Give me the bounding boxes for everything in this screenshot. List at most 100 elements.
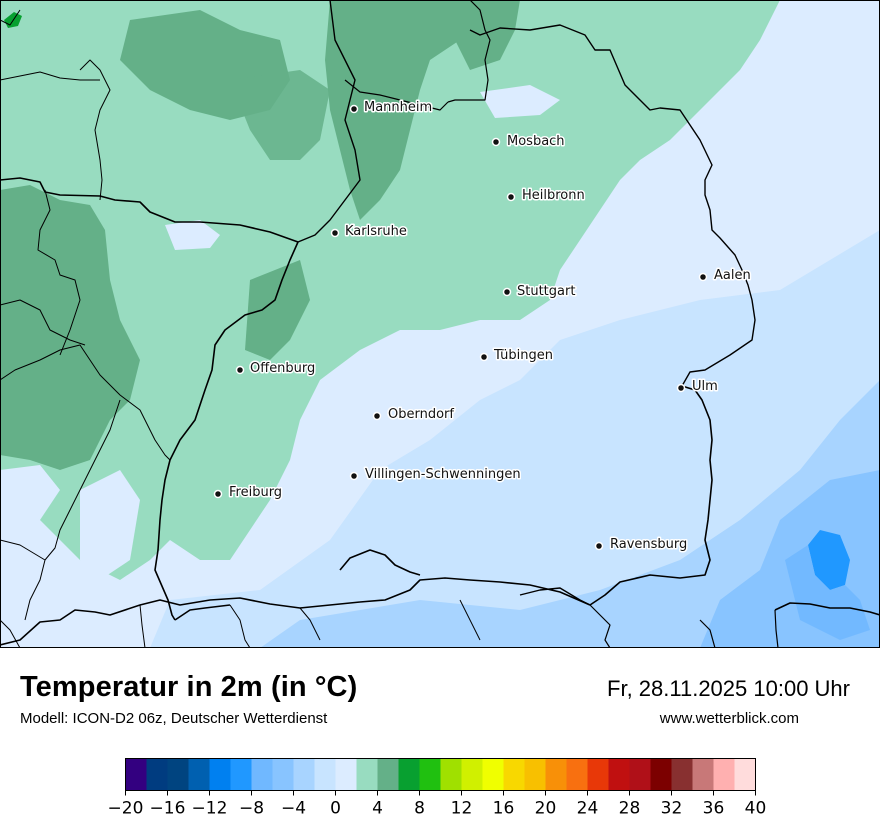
city-label: Ravensburg bbox=[610, 537, 687, 552]
temp-zone-2-4 bbox=[0, 0, 780, 580]
city-label: Offenburg bbox=[250, 361, 315, 376]
website-link[interactable]: www.wetterblick.com bbox=[659, 710, 799, 727]
map-title: Temperatur in 2m (in °C) bbox=[20, 671, 358, 703]
city-label: Mannheim bbox=[364, 100, 432, 115]
colorbar-tick-label: 24 bbox=[577, 799, 599, 819]
colorbar-segment bbox=[503, 758, 525, 791]
city-label: Ulm bbox=[692, 379, 718, 394]
temp-zone-4-6 bbox=[325, 0, 470, 220]
colorbar-tick-label: 0 bbox=[330, 799, 341, 819]
city-dot-icon bbox=[349, 104, 359, 114]
colorbar-tick-label: 16 bbox=[493, 799, 515, 819]
colorbar-segment bbox=[566, 758, 588, 791]
colorbar-tick-label: 20 bbox=[535, 799, 557, 819]
city-label: Tübingen bbox=[493, 348, 553, 363]
colorbar-segment bbox=[692, 758, 714, 791]
border-lines bbox=[0, 0, 880, 648]
city-offenburg[interactable]: Offenburg bbox=[235, 360, 317, 378]
city-ulm[interactable]: Ulm bbox=[676, 378, 719, 396]
city-label: Oberndorf bbox=[388, 407, 454, 422]
colorbar-segment bbox=[419, 758, 441, 791]
colorbar-segment bbox=[734, 758, 756, 791]
temp-zone-minus8 bbox=[785, 545, 870, 640]
colorbar-segment bbox=[587, 758, 609, 791]
temp-zone-4-6 bbox=[245, 260, 310, 360]
colorbar-tick-label: 4 bbox=[372, 799, 383, 819]
temp-zone-4-6 bbox=[230, 70, 330, 160]
colorbar-ticks: −20 −16 −12 −8 −4 0 4 8 12 16 20 24 28 32 36 40 bbox=[108, 790, 767, 819]
city-label: Heilbronn bbox=[522, 188, 585, 203]
temp-zone-minus4-minus2 bbox=[260, 380, 880, 648]
colorbar-segment bbox=[335, 758, 357, 791]
city-dot-icon bbox=[235, 365, 245, 375]
temp-cold-patch bbox=[480, 85, 560, 118]
city-freiburg[interactable]: Freiburg bbox=[213, 484, 284, 502]
temp-zone-4-6 bbox=[0, 185, 140, 470]
city-dot-icon bbox=[479, 352, 489, 362]
city-dot-icon bbox=[698, 272, 708, 282]
colorbar-segment bbox=[608, 758, 630, 791]
colorbar-segment bbox=[125, 758, 147, 791]
city-mosbach[interactable]: Mosbach bbox=[491, 133, 566, 151]
colorbar-segment bbox=[629, 758, 651, 791]
colorbar-tick-label: −4 bbox=[281, 799, 306, 819]
colorbar-tick-label: 28 bbox=[619, 799, 641, 819]
colorbar-segment bbox=[482, 758, 504, 791]
city-ravensburg[interactable]: Ravensburg bbox=[594, 536, 689, 554]
colorbar-segment bbox=[545, 758, 567, 791]
colorbar-segment bbox=[524, 758, 546, 791]
temp-cold-patch bbox=[80, 470, 140, 580]
colorbar-segment bbox=[146, 758, 168, 791]
city-dot-icon bbox=[502, 287, 512, 297]
colorbar-segment bbox=[671, 758, 693, 791]
city-label: Villingen-Schwenningen bbox=[365, 467, 521, 482]
city-label: Stuttgart bbox=[517, 284, 575, 299]
colorbar-segment bbox=[188, 758, 210, 791]
temp-zone-minus10-minus6 bbox=[808, 530, 850, 590]
city-oberndorf[interactable]: Oberndorf bbox=[372, 406, 456, 424]
colorbar-segment bbox=[230, 758, 252, 791]
model-source: Modell: ICON-D2 06z, Deutscher Wetterdie… bbox=[20, 710, 328, 727]
temp-cold-patch bbox=[0, 465, 60, 520]
colorbar-segment bbox=[356, 758, 378, 791]
colorbar-segment bbox=[272, 758, 294, 791]
colorbar-segment bbox=[251, 758, 273, 791]
temp-zone-4-6 bbox=[450, 0, 520, 70]
colorbar-tick-label: −20 bbox=[108, 799, 144, 819]
city-dot-icon bbox=[506, 192, 516, 202]
city-dot-icon bbox=[349, 471, 359, 481]
city-mannheim[interactable]: Mannheim bbox=[349, 99, 434, 117]
colorbar-segment bbox=[209, 758, 231, 791]
city-dot-icon bbox=[491, 137, 501, 147]
temperature-map[interactable]: Mannheim Mosbach Heilbronn Karlsruhe Aal… bbox=[0, 0, 880, 648]
colorbar-tick-label: 32 bbox=[661, 799, 683, 819]
city-label: Aalen bbox=[714, 268, 751, 283]
city-stuttgart[interactable]: Stuttgart bbox=[502, 283, 577, 301]
colorbar-segment bbox=[167, 758, 189, 791]
colorbar-segment bbox=[440, 758, 462, 791]
city-karlsruhe[interactable]: Karlsruhe bbox=[330, 223, 408, 241]
city-dot-icon bbox=[372, 411, 382, 421]
city-tuebingen[interactable]: Tübingen bbox=[479, 347, 555, 365]
city-villingen-schwenningen[interactable]: Villingen-Schwenningen bbox=[349, 466, 522, 484]
colorbar-segment bbox=[293, 758, 315, 791]
colorbar-tick-label: −8 bbox=[239, 799, 264, 819]
city-label: Karlsruhe bbox=[345, 224, 407, 239]
colorbar-tick-label: 8 bbox=[414, 799, 425, 819]
colorbar-tick-label: −12 bbox=[192, 799, 228, 819]
temperature-colorbar: −20 −16 −12 −8 −4 0 4 8 12 16 20 24 28 32 36 40 bbox=[108, 758, 767, 819]
temp-cold-patch bbox=[165, 220, 220, 250]
city-heilbronn[interactable]: Heilbronn bbox=[506, 187, 586, 205]
colorbar-segments bbox=[125, 758, 756, 791]
city-aalen[interactable]: Aalen bbox=[698, 267, 752, 285]
city-dot-icon bbox=[330, 228, 340, 238]
colorbar-tick-label: 36 bbox=[703, 799, 725, 819]
colorbar-segment bbox=[398, 758, 420, 791]
colorbar-tick-label: 40 bbox=[745, 799, 767, 819]
colorbar-tick-label: 12 bbox=[451, 799, 473, 819]
temp-zone-minus2-0 bbox=[150, 230, 880, 648]
valid-datetime: Fr, 28.11.2025 10:00 Uhr bbox=[607, 676, 850, 701]
colorbar-segment bbox=[461, 758, 483, 791]
colorbar-frame bbox=[125, 758, 756, 791]
city-label: Freiburg bbox=[229, 485, 282, 500]
